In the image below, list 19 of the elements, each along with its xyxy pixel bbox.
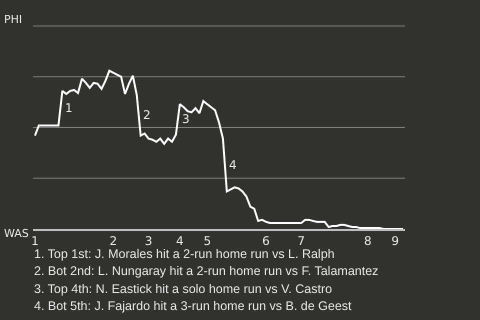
- x-tick-label: 9: [391, 234, 400, 248]
- x-tick-label: 6: [262, 234, 270, 248]
- text: 1. Top 1st: J. Morales hit a 2-run home run vs L. Ralph: [34, 247, 335, 261]
- annotation: 4: [229, 158, 237, 172]
- annotation: 1: [65, 101, 73, 115]
- text: 4. Bot 5th: J. Fajardo hit a 3-run home run vs B. de Geest: [34, 299, 352, 313]
- x-tick-label: 8: [364, 234, 372, 248]
- x-tick-label: 7: [297, 234, 306, 248]
- x-tick-label: 2: [109, 234, 118, 248]
- text: PHI: [4, 13, 22, 26]
- x-tick-label: 4: [176, 234, 184, 248]
- text: WAS: [4, 227, 29, 240]
- annotation: 3: [182, 112, 190, 126]
- text: 2. Bot 2nd: L. Nungaray hit a 2-run home run vs F. Talamantez: [34, 264, 378, 278]
- x-tick-label: 5: [203, 234, 212, 248]
- x-tick-label: 1: [31, 234, 39, 248]
- x-tick-label: 3: [144, 234, 152, 248]
- text: 3. Top 4th: N. Eastick hit a solo home run vs V. Castro: [34, 282, 332, 296]
- annotation: 2: [143, 108, 151, 122]
